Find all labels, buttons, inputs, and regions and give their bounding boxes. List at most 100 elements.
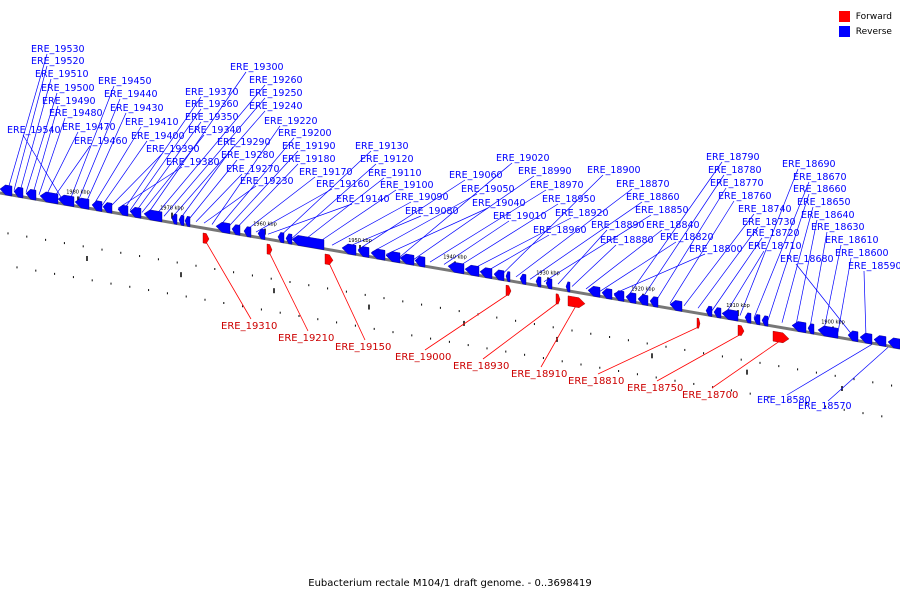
- reverse-leader-line: [385, 207, 489, 255]
- reverse-gene-arrow: [291, 235, 325, 251]
- reverse-gene-label: ERE_18660: [793, 184, 847, 195]
- reverse-gene-arrow: [341, 243, 357, 256]
- reverse-leader-line: [235, 163, 299, 229]
- reverse-gene-arrow: [91, 200, 103, 212]
- reverse-gene-label: ERE_19040: [472, 198, 526, 209]
- reverse-gene-label: ERE_18920: [555, 208, 609, 219]
- reverse-gene-arrow: [243, 226, 252, 238]
- reverse-gene-arrow: [178, 214, 185, 226]
- reverse-gene-label: ERE_18640: [801, 210, 855, 221]
- forward-gene-label: ERE_18700: [682, 390, 738, 401]
- reverse-leader-line: [357, 179, 466, 250]
- reverse-gene-label: ERE_19350: [185, 112, 239, 123]
- reverse-leader-line: [429, 189, 547, 263]
- forward-gene-arrow: [202, 232, 210, 244]
- reverse-gene-label: ERE_19140: [336, 194, 390, 205]
- reverse-gene-arrow: [13, 186, 24, 199]
- reverse-gene-arrow: [357, 246, 370, 258]
- reverse-leader-line: [155, 84, 266, 216]
- scale-tick-label: 1970 kbp: [160, 206, 184, 212]
- forward-gene-arrow: [567, 295, 586, 308]
- reverse-gene-label: ERE_18970: [530, 180, 584, 191]
- legend-item-forward: Forward: [838, 9, 892, 24]
- scale-tick-label: 1910 kbp: [726, 303, 750, 309]
- forward-leader-line: [711, 339, 782, 389]
- reverse-leader-line: [515, 188, 633, 278]
- reverse-gene-label: ERE_19220: [264, 116, 318, 127]
- reverse-leader-line: [443, 220, 510, 265]
- reverse-gene-label: ERE_19480: [49, 108, 103, 119]
- forward-gene-arrow: [266, 243, 273, 255]
- reverse-leader-line: [195, 173, 243, 222]
- reverse-gene-label: ERE_19280: [221, 150, 275, 161]
- reverse-gene-arrow: [57, 194, 75, 207]
- reverse-gene-label: ERE_18770: [710, 178, 764, 189]
- reverse-gene-label: ERE_19130: [355, 141, 409, 152]
- reverse-gene-label: ERE_18780: [708, 165, 762, 176]
- reverse-gene-label: ERE_18850: [635, 205, 689, 216]
- reverse-gene-label: ERE_19400: [131, 131, 185, 142]
- reverse-gene-label: ERE_18610: [825, 235, 879, 246]
- reverse-gene-label: ERE_18840: [646, 220, 700, 231]
- reverse-gene-label: ERE_18600: [835, 248, 889, 259]
- reverse-gene-label: ERE_18740: [738, 204, 792, 215]
- reverse-gene-label: ERE_19120: [360, 154, 414, 165]
- reverse-gene-label: ERE_18590: [848, 261, 900, 272]
- reverse-leader-line: [739, 168, 799, 316]
- reverse-leader-line: [117, 166, 183, 209]
- reverse-gene-arrow: [215, 222, 231, 234]
- reverse-gene-label: ERE_19010: [493, 211, 547, 222]
- reverse-leader-line: [457, 203, 559, 268]
- reverse-leader-line: [725, 250, 765, 314]
- reverse-gene-arrow: [721, 309, 739, 322]
- reverse-gene-label: ERE_19390: [146, 144, 200, 155]
- reverse-gene-arrow: [601, 288, 613, 300]
- reverse-leader-line: [823, 244, 842, 330]
- figure-caption: Eubacterium rectale M104/1 draft genome.…: [308, 578, 592, 589]
- forward-leader-line: [656, 333, 742, 382]
- reverse-leader-line: [613, 253, 706, 295]
- reverse-leader-line: [627, 161, 723, 297]
- reverse-leader-line: [163, 97, 266, 217]
- reverse-gene-label: ERE_19110: [368, 168, 422, 179]
- reverse-gene-label: ERE_19500: [41, 83, 95, 94]
- reverse-gene-arrows: [0, 184, 900, 350]
- reverse-leader-line: [809, 231, 828, 328]
- reverse-gene-label: ERE_19370: [185, 87, 239, 98]
- reverse-leader-line: [279, 150, 372, 237]
- reverse-gene-arrow: [184, 216, 191, 227]
- reverse-gene-label: ERE_19090: [395, 192, 449, 203]
- reverse-gene-label: ERE_18800: [689, 244, 743, 255]
- reverse-gene-label: ERE_19060: [449, 170, 503, 181]
- reverse-gene-arrow: [399, 253, 415, 266]
- reverse-gene-arrow: [807, 323, 815, 335]
- reverse-leader-line: [501, 174, 604, 275]
- reverse-gene-label: ERE_18880: [600, 235, 654, 246]
- reverse-gene-arrow: [625, 292, 637, 304]
- reverse-swatch-icon: [838, 26, 850, 37]
- reverse-leader-line: [786, 339, 881, 396]
- reverse-gene-label: ERE_18570: [798, 401, 852, 412]
- reverse-gene-label: ERE_19190: [282, 141, 336, 152]
- reverse-leader-line: [795, 219, 818, 326]
- reverse-leader-line: [371, 193, 478, 253]
- reverse-gene-arrow: [479, 267, 493, 279]
- reverse-leader-line: [53, 145, 91, 198]
- scale-tick-label: 1960 kbp: [253, 222, 277, 228]
- reverse-leader-line: [571, 244, 617, 287]
- reverse-leader-line: [331, 201, 412, 246]
- forward-gene-label: ERE_19150: [335, 342, 391, 353]
- reverse-leader-line: [399, 162, 513, 258]
- reverse-gene-label: ERE_19230: [240, 176, 294, 187]
- reverse-leader-line: [669, 200, 735, 304]
- reverse-leader-line: [109, 153, 163, 208]
- reverse-gene-arrow: [587, 285, 601, 298]
- forward-gene-label: ERE_19310: [221, 321, 277, 332]
- reverse-leader-line: [255, 188, 333, 233]
- reverse-leader-line: [135, 121, 202, 212]
- forward-leader-line: [328, 262, 366, 341]
- reverse-gene-label: ERE_18630: [811, 222, 865, 233]
- forward-gene-arrow: [772, 330, 790, 344]
- reverse-gene-arrow: [669, 300, 683, 312]
- reverse-gene-label: ERE_19490: [42, 96, 96, 107]
